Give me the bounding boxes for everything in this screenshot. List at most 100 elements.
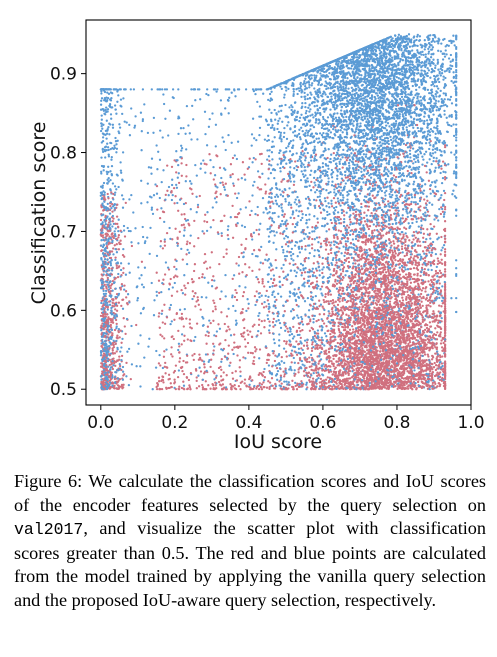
- blue-point: [436, 124, 439, 128]
- blue-point: [207, 93, 210, 97]
- blue-point: [352, 149, 355, 152]
- blue-point: [452, 172, 456, 175]
- red-point: [117, 301, 121, 304]
- blue-point: [119, 161, 122, 164]
- red-point: [378, 350, 382, 353]
- blue-point: [310, 74, 314, 77]
- blue-point: [415, 135, 418, 138]
- blue-point: [349, 223, 352, 226]
- red-point: [264, 190, 268, 193]
- blue-point: [417, 153, 420, 156]
- blue-point: [321, 136, 325, 139]
- blue-point: [180, 144, 183, 147]
- blue-point: [267, 295, 270, 299]
- blue-point: [455, 196, 458, 199]
- blue-point: [146, 236, 149, 239]
- red-point: [332, 234, 336, 237]
- blue-point: [426, 126, 429, 129]
- blue-point: [415, 72, 419, 75]
- red-point: [332, 274, 336, 277]
- red-point: [264, 183, 267, 186]
- blue-point: [272, 202, 275, 205]
- red-point: [118, 355, 121, 358]
- blue-point: [306, 296, 310, 300]
- blue-point: [430, 251, 434, 254]
- scatter-points: [99, 33, 458, 391]
- blue-point: [274, 118, 277, 121]
- red-point: [353, 152, 357, 155]
- blue-point: [316, 111, 319, 115]
- blue-point: [351, 99, 354, 102]
- blue-point: [323, 147, 327, 150]
- red-point: [106, 192, 109, 196]
- red-point: [347, 314, 350, 317]
- blue-point: [422, 189, 426, 192]
- blue-point: [414, 44, 417, 47]
- blue-point: [109, 178, 112, 182]
- blue-point: [214, 123, 218, 126]
- red-point: [302, 370, 306, 373]
- red-point: [275, 298, 278, 302]
- blue-point: [354, 237, 358, 241]
- blue-point: [314, 121, 317, 124]
- red-point: [330, 360, 333, 363]
- blue-point: [318, 121, 322, 124]
- blue-point: [155, 290, 158, 294]
- blue-point: [126, 293, 130, 296]
- red-point: [435, 160, 438, 163]
- blue-point: [279, 223, 282, 226]
- blue-point: [366, 118, 369, 121]
- blue-point: [389, 77, 392, 80]
- blue-point: [348, 233, 352, 237]
- blue-point: [147, 166, 151, 169]
- blue-point: [287, 381, 290, 384]
- blue-point: [362, 224, 365, 227]
- blue-point: [441, 65, 444, 69]
- blue-point: [428, 134, 432, 137]
- blue-point: [306, 226, 309, 229]
- red-point: [401, 258, 405, 261]
- blue-point: [270, 90, 273, 93]
- blue-point: [280, 87, 283, 91]
- red-point: [389, 269, 392, 273]
- blue-point: [418, 35, 422, 38]
- blue-point: [330, 173, 333, 176]
- red-point: [178, 317, 181, 320]
- blue-point: [102, 123, 105, 126]
- blue-point: [293, 180, 296, 183]
- blue-point: [300, 165, 303, 169]
- blue-point: [340, 109, 343, 112]
- red-point: [319, 344, 322, 347]
- blue-point: [213, 197, 217, 200]
- blue-point: [380, 163, 383, 166]
- blue-point: [253, 137, 256, 140]
- blue-point: [415, 38, 418, 42]
- red-point: [212, 299, 215, 302]
- blue-point: [321, 162, 325, 165]
- blue-point: [316, 195, 319, 199]
- blue-point: [420, 69, 423, 72]
- red-point: [353, 259, 356, 262]
- red-point: [301, 328, 304, 332]
- blue-point: [432, 159, 435, 163]
- red-point: [235, 224, 238, 228]
- blue-point: [198, 366, 201, 369]
- blue-point: [130, 107, 133, 110]
- blue-point: [114, 258, 117, 262]
- red-point: [280, 180, 283, 183]
- blue-point: [338, 160, 341, 164]
- red-point: [368, 182, 372, 186]
- blue-point: [434, 102, 437, 105]
- blue-point: [326, 213, 329, 217]
- red-point: [241, 311, 244, 314]
- red-point: [361, 347, 364, 350]
- blue-point: [312, 140, 316, 144]
- red-point: [437, 259, 440, 263]
- blue-point: [334, 116, 338, 119]
- red-point: [161, 321, 164, 324]
- blue-point: [226, 228, 230, 231]
- blue-point: [289, 340, 292, 343]
- blue-point: [228, 96, 231, 99]
- blue-point: [408, 152, 412, 156]
- blue-point: [445, 144, 449, 147]
